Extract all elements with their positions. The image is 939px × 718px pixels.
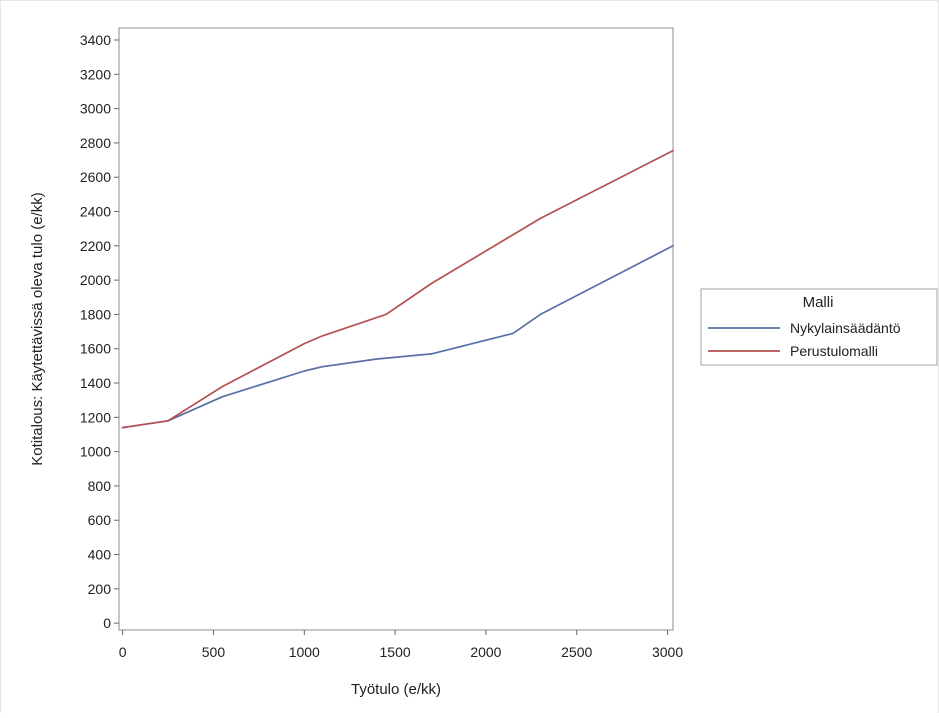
y-tick-label: 1600 [80,341,111,357]
x-tick-label: 2500 [561,644,592,660]
y-axis-label: Kotitalous: Käytettävissä oleva tulo (e/… [29,192,46,465]
x-tick-label: 1000 [289,644,320,660]
x-tick-label: 500 [202,644,226,660]
y-tick-label: 2400 [80,204,111,220]
y-tick-label: 3400 [80,32,111,48]
y-tick-label: 1200 [80,409,111,425]
plot-area-frame [118,27,674,631]
legend-label-2: Perustulomalli [790,343,878,359]
legend-box [700,288,938,366]
y-tick-label: 1000 [80,444,111,460]
y-tick-label: 400 [88,547,112,563]
x-tick-label: 0 [119,644,127,660]
series-line-2 [121,149,674,429]
left-frame-line [0,0,1,713]
y-tick-label: 1800 [80,306,111,322]
x-tick-label: 2000 [470,644,501,660]
y-tick-label: 2600 [80,169,111,185]
legend-title: Malli [803,294,834,311]
y-tick-label: 2800 [80,135,111,151]
x-axis-label: Työtulo (e/kk) [351,681,441,698]
legend-label-1: Nykylainsäädäntö [790,320,901,336]
top-frame-line [0,0,939,1]
y-tick-label: 2000 [80,272,111,288]
y-tick-label: 3000 [80,101,111,117]
y-tick-label: 1400 [80,375,111,391]
y-tick-label: 0 [103,615,111,631]
x-tick-label: 3000 [652,644,683,660]
x-tick-label: 1500 [380,644,411,660]
y-tick-label: 800 [88,478,112,494]
y-tick-label: 200 [88,581,112,597]
y-tick-label: 2200 [80,238,111,254]
y-tick-label: 3200 [80,66,111,82]
series-line-1 [121,244,674,429]
y-tick-label: 600 [88,512,112,528]
